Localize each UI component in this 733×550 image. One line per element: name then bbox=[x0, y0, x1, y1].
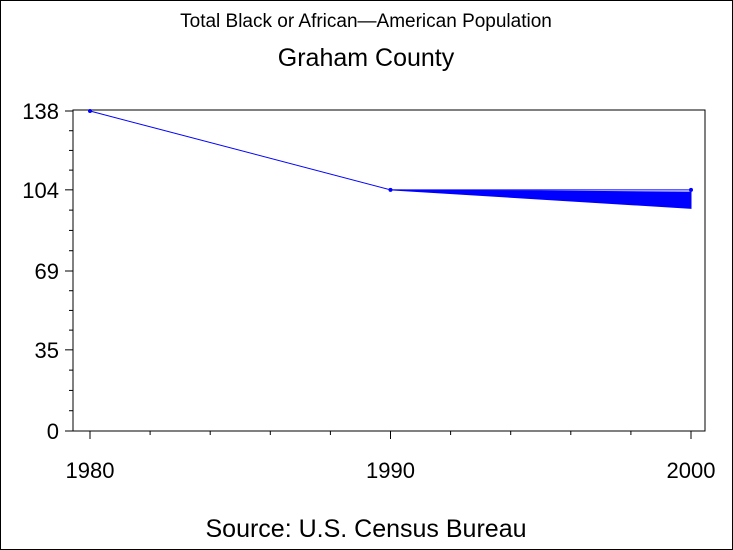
y-tick-label: 69 bbox=[35, 259, 59, 284]
chart-subtitle: Graham County bbox=[278, 44, 455, 72]
x-tick-label: 1990 bbox=[366, 458, 415, 483]
chart-title: Total Black or African—American Populati… bbox=[180, 11, 552, 32]
y-axis: 0 35 69 104 138 bbox=[22, 99, 73, 444]
data-point bbox=[88, 109, 92, 113]
data-point bbox=[689, 187, 693, 192]
y-tick-label: 35 bbox=[35, 338, 59, 363]
series-line bbox=[89, 110, 691, 191]
x-tick-label: 2000 bbox=[667, 458, 716, 483]
y-tick-label: 104 bbox=[22, 178, 59, 203]
x-tick-label: 1980 bbox=[66, 458, 115, 483]
plot-area bbox=[72, 109, 706, 432]
x-axis: 1980 1990 2000 bbox=[66, 431, 716, 483]
y-tick-label: 0 bbox=[47, 419, 59, 444]
series-layer bbox=[88, 109, 693, 209]
y-tick-label: 138 bbox=[22, 99, 59, 124]
source-note: Source: U.S. Census Bureau bbox=[206, 515, 527, 543]
data-point bbox=[388, 187, 393, 192]
series-band bbox=[390, 189, 692, 209]
